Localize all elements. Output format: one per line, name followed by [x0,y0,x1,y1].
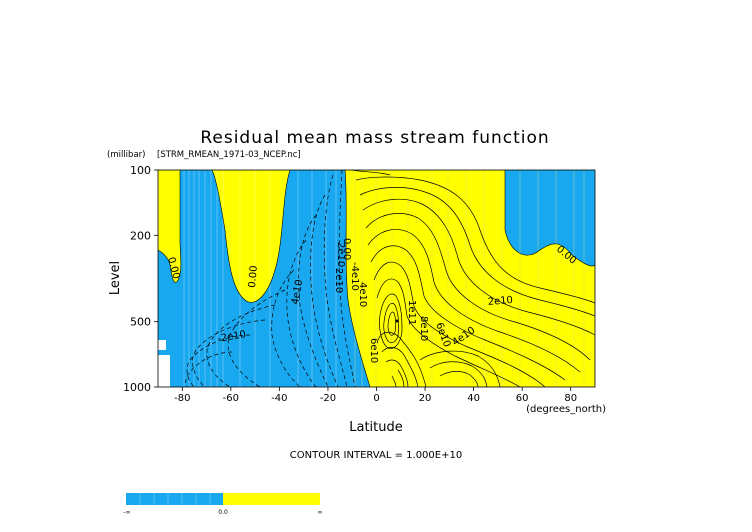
contour-label: 0.00 [247,265,260,288]
y-tick-label: 100 [130,164,151,177]
x-axis-title: Latitude [349,420,403,435]
x-tick-label: -60 [223,393,239,404]
contour-label: 1e11 [406,300,417,325]
zero-contours [158,170,595,387]
contour-label: 2e10 [335,242,346,267]
x-tick-label: -40 [271,393,287,404]
contour-interval-label: CONTOUR INTERVAL = 1.000E+10 [290,450,462,461]
contour-label: 2e10 [333,268,344,293]
y-units-label: (millibar) [107,150,145,160]
y-tick-label: 1000 [123,381,151,394]
dataset-label: [STRM_RMEAN_1971-03_NCEP.nc] [157,150,301,160]
x-tick-label: 20 [419,393,432,404]
colorbar: -∞ 0.0 ∞ [123,493,323,516]
y-tick-label: 500 [130,316,151,329]
x-tick-label: 0 [373,393,379,404]
x-tick-label: 80 [564,393,577,404]
fine-grid-positive [354,170,585,387]
colorbar-positive [223,493,320,505]
contour-label: -4e10 [349,262,360,291]
maximum-marker [395,319,399,323]
x-axis: -80 -60 -40 -20 0 20 40 60 80 [174,387,577,404]
contour-label: 2e10 [487,295,513,308]
positive-contours [351,170,595,387]
x-tick-label: 40 [467,393,480,404]
y-axis: 100 200 500 1000 [123,164,158,394]
fine-grid [183,170,337,387]
contour-plot-area [158,170,595,387]
x-units-label: (degrees_north) [526,404,606,415]
contour-label: 4e10 [290,279,305,306]
contour-label: 6e10 [368,338,379,363]
y-tick-label: 200 [130,229,151,242]
colorbar-label-zero: 0.0 [218,509,228,516]
negative-region-northpole [505,170,595,267]
chart-title: Residual mean mass stream function [200,128,549,148]
x-tick-label: -20 [320,393,336,404]
contour-label: 8e10 [418,316,429,341]
negative-contours [185,170,356,387]
colorbar-label-max: ∞ [318,509,323,516]
colorbar-negative [126,493,223,505]
y-axis-title: Level [108,261,123,295]
missing-data-patch [158,355,170,387]
x-tick-label: -80 [174,393,190,404]
contour-label: 0.00 [341,238,352,260]
contour-label: 4e10 [357,282,368,307]
colorbar-label-min: -∞ [123,509,130,516]
missing-data-patch [158,340,166,350]
x-tick-label: 60 [516,393,529,404]
contour-label: -2e10 [217,329,247,345]
